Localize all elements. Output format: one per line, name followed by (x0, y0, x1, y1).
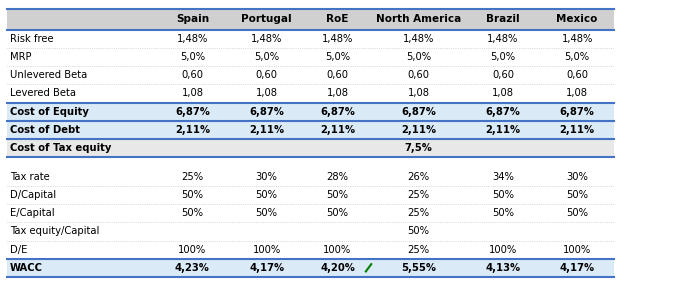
Text: 2,11%: 2,11% (401, 125, 436, 135)
Text: 100%: 100% (563, 245, 591, 255)
Text: 4,17%: 4,17% (249, 263, 284, 273)
Text: 1,48%: 1,48% (322, 34, 353, 44)
Text: 0,60: 0,60 (566, 70, 588, 80)
Text: 5,0%: 5,0% (564, 52, 590, 62)
Text: Portugal: Portugal (242, 14, 292, 24)
Text: 1,08: 1,08 (256, 88, 277, 99)
Text: 6,87%: 6,87% (485, 106, 520, 117)
Text: 5,0%: 5,0% (180, 52, 205, 62)
Text: 2,11%: 2,11% (320, 125, 355, 135)
Text: 5,55%: 5,55% (401, 263, 436, 273)
Text: 100%: 100% (489, 245, 517, 255)
Text: 0,60: 0,60 (408, 70, 429, 80)
Text: 2,11%: 2,11% (485, 125, 520, 135)
Text: 2,11%: 2,11% (175, 125, 210, 135)
Text: 6,87%: 6,87% (560, 106, 595, 117)
Text: 5,0%: 5,0% (490, 52, 516, 62)
Text: 100%: 100% (323, 245, 352, 255)
Text: North America: North America (376, 14, 461, 24)
Text: D/Capital: D/Capital (10, 190, 56, 200)
Text: 50%: 50% (492, 190, 514, 200)
Text: 100%: 100% (178, 245, 207, 255)
Text: 5,0%: 5,0% (254, 52, 279, 62)
Text: 1,08: 1,08 (566, 88, 588, 99)
Text: 1,08: 1,08 (182, 88, 203, 99)
Text: 2,11%: 2,11% (560, 125, 595, 135)
Text: D/E: D/E (10, 245, 28, 255)
Text: 30%: 30% (256, 172, 277, 182)
Text: Cost of Tax equity: Cost of Tax equity (10, 143, 111, 153)
Text: 50%: 50% (327, 190, 348, 200)
Text: Risk free: Risk free (10, 34, 54, 44)
Text: 25%: 25% (408, 190, 429, 200)
Text: 25%: 25% (182, 172, 203, 182)
Text: 50%: 50% (408, 226, 429, 237)
Text: 25%: 25% (408, 245, 429, 255)
Text: 50%: 50% (256, 208, 277, 218)
Text: 4,20%: 4,20% (320, 263, 355, 273)
Text: 1,48%: 1,48% (177, 34, 208, 44)
Text: 6,87%: 6,87% (320, 106, 355, 117)
Text: 50%: 50% (256, 190, 277, 200)
Text: 30%: 30% (566, 172, 588, 182)
Text: E/Capital: E/Capital (10, 208, 55, 218)
Text: Levered Beta: Levered Beta (10, 88, 76, 99)
Text: 25%: 25% (408, 208, 429, 218)
Text: 0,60: 0,60 (256, 70, 277, 80)
Text: 7,5%: 7,5% (404, 143, 433, 153)
Text: 50%: 50% (327, 208, 348, 218)
Text: 50%: 50% (566, 208, 588, 218)
Text: 1,08: 1,08 (327, 88, 348, 99)
Text: 1,08: 1,08 (492, 88, 514, 99)
Text: 1,08: 1,08 (408, 88, 429, 99)
Text: 4,23%: 4,23% (175, 263, 210, 273)
Text: 26%: 26% (408, 172, 429, 182)
Text: Spain: Spain (176, 14, 209, 24)
Text: RoE: RoE (326, 14, 349, 24)
Bar (7, 121, 614, 139)
Bar (7, 9, 614, 30)
Text: Cost of Equity: Cost of Equity (10, 106, 89, 117)
Text: 50%: 50% (492, 208, 514, 218)
Text: 0,60: 0,60 (492, 70, 514, 80)
Text: 5,0%: 5,0% (325, 52, 350, 62)
Text: 50%: 50% (182, 208, 203, 218)
Text: 50%: 50% (566, 190, 588, 200)
Text: 0,60: 0,60 (327, 70, 348, 80)
Text: 5,0%: 5,0% (406, 52, 431, 62)
Text: 6,87%: 6,87% (249, 106, 284, 117)
Text: 6,87%: 6,87% (175, 106, 210, 117)
Text: 2,11%: 2,11% (249, 125, 284, 135)
Bar (7, 103, 614, 121)
Text: 1,48%: 1,48% (487, 34, 518, 44)
Bar (7, 259, 614, 277)
Text: Tax rate: Tax rate (10, 172, 50, 182)
Text: 6,87%: 6,87% (401, 106, 436, 117)
Text: 50%: 50% (182, 190, 203, 200)
Text: 1,48%: 1,48% (562, 34, 593, 44)
Text: 100%: 100% (252, 245, 281, 255)
Text: 28%: 28% (327, 172, 348, 182)
Text: 4,17%: 4,17% (560, 263, 595, 273)
Text: Cost of Debt: Cost of Debt (10, 125, 80, 135)
Text: Brazil: Brazil (486, 14, 520, 24)
Text: 1,48%: 1,48% (251, 34, 282, 44)
Bar (7, 139, 614, 157)
Text: Mexico: Mexico (556, 14, 598, 24)
Text: 4,13%: 4,13% (485, 263, 520, 273)
Text: Tax equity/Capital: Tax equity/Capital (10, 226, 99, 237)
Text: 1,48%: 1,48% (403, 34, 434, 44)
Text: WACC: WACC (10, 263, 43, 273)
Text: 34%: 34% (492, 172, 514, 182)
Text: Unlevered Beta: Unlevered Beta (10, 70, 87, 80)
Text: MRP: MRP (10, 52, 32, 62)
Text: 0,60: 0,60 (182, 70, 203, 80)
